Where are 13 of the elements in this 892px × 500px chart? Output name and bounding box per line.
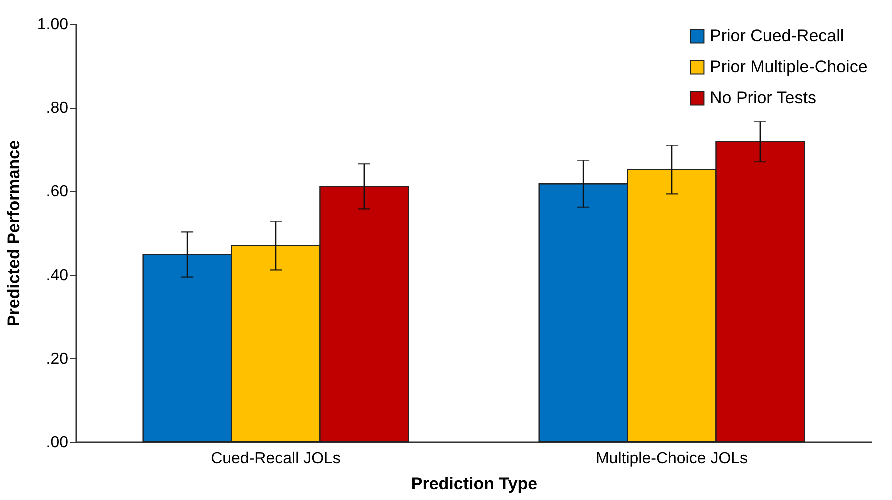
y-tick-label: .00 [46, 434, 69, 452]
legend-label: Prior Multiple-Choice [710, 58, 868, 76]
x-axis-title: Prediction Type [411, 474, 538, 494]
y-tick-label: .20 [46, 350, 69, 368]
x-tick-label: Cued-Recall JOLs [211, 450, 341, 468]
y-tick-label: .80 [46, 100, 69, 118]
y-axis-title: Predicted Performance [4, 140, 24, 327]
y-tick-label: .40 [46, 267, 69, 284]
x-tick-label: Multiple-Choice JOLs [596, 450, 748, 468]
y-tick-label: 1.00 [37, 16, 69, 34]
legend-label: Prior Cued-Recall [710, 26, 844, 46]
y-tick-label: .60 [46, 184, 69, 201]
legend-label: No Prior Tests [710, 88, 816, 108]
